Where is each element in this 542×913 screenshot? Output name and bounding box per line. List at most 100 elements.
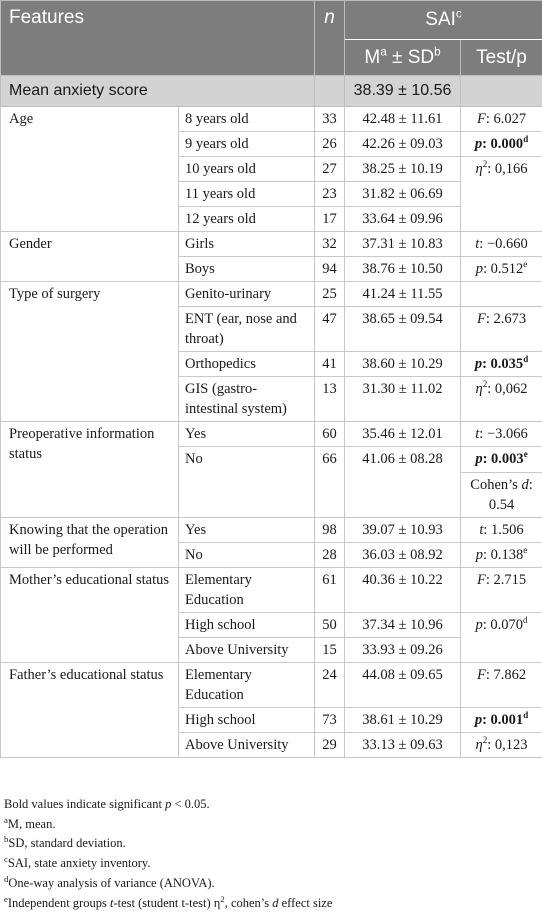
mother-sub-2: High school [179, 613, 315, 638]
gender-n-2: 94 [315, 257, 345, 282]
preop-sub-1: Yes [179, 422, 315, 447]
father-t3-line: η2: 0,123 [467, 735, 536, 755]
father-value-1: 44.08 ± 09.65 [345, 663, 461, 708]
age-sub-3: 10 years old [179, 157, 315, 182]
knowing-sub-1: Yes [179, 518, 315, 543]
surgery-test-1 [461, 282, 542, 307]
surgery-sub-1: Genito-urinary [179, 282, 315, 307]
father-feature: Father’s educational status [1, 663, 179, 758]
preop-t1-line: t: −3.066 [467, 424, 536, 444]
surgery-sub-3: Orthopedics [179, 352, 315, 377]
gender-test-1: t: −0.660 [461, 232, 542, 257]
mother-n-3: 15 [315, 638, 345, 663]
knowing-feature: Knowing that the operation will be perfo… [1, 518, 179, 568]
results-table: Features n SAIc Ma ± SDb Test/p Mean anx… [0, 0, 542, 758]
footnote-c: cSAI, state anxiety inventory. [4, 854, 538, 874]
age-sub-4: 11 years old [179, 182, 315, 207]
surgery-n-3: 41 [315, 352, 345, 377]
surgery-t3-line: η2: 0,062 [467, 379, 536, 399]
surgery-value-2: 38.65 ± 09.54 [345, 307, 461, 352]
surgery-value-3: 38.60 ± 10.29 [345, 352, 461, 377]
gender-n-1: 32 [315, 232, 345, 257]
age-n-2: 26 [315, 132, 345, 157]
father-t2-line: p: 0.001d [467, 710, 536, 730]
preop-sub-2: No [179, 447, 315, 518]
mother-test-1: F: 2.715 [461, 568, 542, 613]
father-sub-3: Above University [179, 733, 315, 758]
mother-sub-1: Elementary Education [179, 568, 315, 613]
father-test-3: η2: 0,123 [461, 733, 542, 758]
knowing-sub-2: No [179, 543, 315, 568]
father-t1-line: F: 7.862 [467, 665, 536, 685]
age-test-3: η2: 0,166 [461, 157, 542, 232]
father-n-1: 24 [315, 663, 345, 708]
surgery-n-4: 13 [315, 377, 345, 422]
age-value-5: 33.64 ± 09.96 [345, 207, 461, 232]
father-value-2: 38.61 ± 10.29 [345, 708, 461, 733]
age-test-2: p: 0.000d [461, 132, 542, 157]
mean-anxiety-n [315, 76, 345, 107]
knowing-n-2: 28 [315, 543, 345, 568]
father-value-3: 33.13 ± 09.63 [345, 733, 461, 758]
sai-header: SAIc [345, 1, 542, 40]
knowing-n-1: 98 [315, 518, 345, 543]
knowing-test-2: p: 0.138e [461, 543, 542, 568]
surgery-n-2: 47 [315, 307, 345, 352]
age-sub-2: 9 years old [179, 132, 315, 157]
preop-test-divider [461, 472, 542, 473]
surgery-sub-4: GIS (gastro-intestinal system) [179, 377, 315, 422]
preop-t2-line: p: 0.003e [467, 449, 536, 469]
gender-feature: Gender [1, 232, 179, 282]
footnote-e: eIndependent groups t-test (student t-te… [4, 894, 538, 913]
surgery-feature: Type of surgery [1, 282, 179, 422]
knowing-t1-line: t: 1.506 [467, 520, 536, 540]
knowing-t2-line: p: 0.138e [467, 545, 536, 565]
mean-anxiety-row: Mean anxiety score 38.39 ± 10.56 [1, 76, 542, 107]
age-sub-5: 12 years old [179, 207, 315, 232]
surgery-sub-2: ENT (ear, nose and throat) [179, 307, 315, 352]
footnote-d: dOne-way analysis of variance (ANOVA). [4, 874, 538, 894]
gender-t1-line: t: −0.660 [467, 234, 536, 254]
knowing-test-1: t: 1.506 [461, 518, 542, 543]
mother-value-2: 37.34 ± 10.96 [345, 613, 461, 638]
preop-t3-line: Cohen’s d: 0.54 [467, 475, 536, 515]
gender-test-2: p: 0.512e [461, 257, 542, 282]
mother-value-3: 33.93 ± 09.26 [345, 638, 461, 663]
father-n-2: 73 [315, 708, 345, 733]
mother-n-1: 61 [315, 568, 345, 613]
knowing-row-1: Knowing that the operation will be perfo… [1, 518, 542, 543]
mother-value-1: 40.36 ± 10.22 [345, 568, 461, 613]
age-n-4: 23 [315, 182, 345, 207]
age-n-5: 17 [315, 207, 345, 232]
preop-feature: Preoperative information status [1, 422, 179, 518]
gender-t2-line: p: 0.512e [467, 259, 536, 279]
mean-sd-header: Ma ± SDb [345, 40, 461, 76]
preop-test-2: p: 0.003e Cohen’s d: 0.54 [461, 447, 542, 518]
n-header: n [315, 1, 345, 76]
age-n-3: 27 [315, 157, 345, 182]
age-sub-1: 8 years old [179, 107, 315, 132]
footnote-a: aM, mean. [4, 815, 538, 835]
test-p-header: Test/p [461, 40, 542, 76]
father-n-3: 29 [315, 733, 345, 758]
age-feature: Age [1, 107, 179, 232]
gender-value-1: 37.31 ± 10.83 [345, 232, 461, 257]
age-value-1: 42.48 ± 11.61 [345, 107, 461, 132]
mother-sub-3: Above University [179, 638, 315, 663]
age-value-2: 42.26 ± 09.03 [345, 132, 461, 157]
mother-n-2: 50 [315, 613, 345, 638]
gender-sub-1: Girls [179, 232, 315, 257]
preop-value-2: 41.06 ± 08.28 [345, 447, 461, 518]
preop-value-1: 35.46 ± 12.01 [345, 422, 461, 447]
mean-anxiety-label: Mean anxiety score [1, 76, 315, 107]
father-sub-1: Elementary Education [179, 663, 315, 708]
gender-sub-2: Boys [179, 257, 315, 282]
preop-n-2: 66 [315, 447, 345, 518]
surgery-value-4: 31.30 ± 11.02 [345, 377, 461, 422]
